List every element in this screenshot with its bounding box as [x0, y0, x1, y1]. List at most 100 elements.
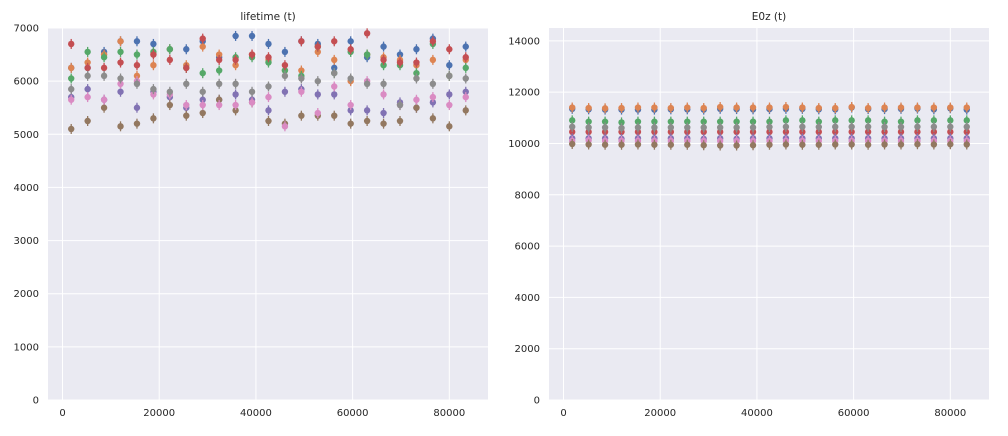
data-point: [766, 118, 773, 125]
y-tick-label: 0: [33, 396, 39, 407]
data-point: [848, 128, 855, 136]
series-8: [68, 68, 469, 111]
data-point: [265, 117, 272, 125]
y-tick-label: 3000: [14, 236, 39, 247]
data-point: [864, 117, 872, 124]
data-point: [331, 112, 338, 119]
data-point: [700, 104, 707, 112]
data-point: [298, 67, 305, 74]
y-tick-label: 1000: [14, 342, 39, 353]
data-point: [832, 128, 839, 136]
data-point: [963, 104, 970, 111]
data-point: [684, 118, 691, 125]
data-point: [897, 141, 905, 148]
data-point: [832, 141, 839, 148]
data-point: [133, 51, 141, 58]
data-point: [363, 117, 371, 125]
data-point: [68, 75, 75, 82]
data-point: [914, 117, 921, 124]
data-point: [815, 118, 823, 125]
data-point: [133, 120, 141, 127]
subplot-title: E0z (t): [752, 11, 786, 23]
data-point: [930, 141, 938, 148]
data-point: [881, 141, 888, 148]
data-point: [232, 101, 239, 109]
data-point: [634, 141, 642, 148]
data-point: [413, 96, 420, 103]
data-point: [733, 118, 740, 125]
data-point: [947, 117, 954, 124]
data-point: [84, 48, 91, 56]
series-7: [68, 76, 469, 132]
data-point: [150, 40, 157, 48]
data-point: [215, 80, 223, 88]
data-point: [585, 124, 592, 131]
data-point: [68, 64, 75, 72]
data-point: [446, 91, 453, 98]
data-point: [150, 115, 157, 122]
data-point: [100, 64, 108, 72]
data-point: [749, 104, 757, 111]
data-point: [183, 80, 190, 88]
subplot-1: 0 20000 40000 60000 80000 0 1000 2000 3000 4000 50…: [14, 11, 488, 419]
data-point: [100, 104, 108, 111]
data-point: [331, 64, 338, 72]
data-point: [413, 46, 420, 53]
data-point: [199, 88, 206, 95]
data-point: [462, 107, 469, 114]
data-point: [183, 46, 190, 53]
data-point: [199, 69, 206, 77]
data-point: [100, 72, 108, 80]
data-point: [782, 123, 790, 130]
data-point: [881, 104, 888, 111]
subplot-2: 0 20000 40000 60000 80000 0 2000 4000 6000 8000 10…: [508, 11, 989, 419]
data-point: [462, 75, 469, 82]
data-point: [569, 128, 576, 136]
data-point: [930, 123, 938, 130]
data-point: [100, 96, 108, 103]
data-point: [716, 142, 724, 149]
data-point: [281, 88, 289, 95]
data-point: [314, 43, 322, 50]
data-point: [314, 109, 322, 117]
data-point: [832, 123, 839, 130]
data-point: [331, 38, 338, 45]
data-point: [446, 46, 453, 53]
data-point: [117, 123, 124, 130]
data-point: [133, 104, 141, 111]
data-point: [363, 80, 371, 88]
data-point: [265, 54, 272, 61]
data-point: [248, 51, 256, 58]
data-point: [380, 61, 387, 69]
data-point: [881, 123, 888, 131]
data-point: [684, 141, 691, 148]
data-point: [314, 48, 322, 56]
data-point: [799, 123, 806, 130]
data-point: [716, 103, 724, 111]
data-point: [68, 85, 75, 93]
data-point: [117, 80, 124, 88]
data-point: [799, 117, 806, 124]
data-point: [733, 124, 740, 131]
data-point: [314, 91, 322, 98]
data-point: [667, 118, 675, 125]
data-point: [215, 51, 223, 58]
data-point: [618, 141, 625, 148]
data-point: [848, 117, 855, 124]
data-point: [117, 38, 124, 45]
data-point: [462, 64, 469, 72]
data-point: [183, 64, 190, 72]
data-point: [815, 104, 823, 112]
data-point: [68, 125, 75, 133]
data-point: [166, 101, 174, 109]
data-point: [396, 101, 404, 109]
series-5: [569, 121, 970, 134]
data-point: [117, 75, 124, 82]
data-point: [700, 124, 707, 131]
data-point: [864, 128, 872, 136]
subplot-title: lifetime (t): [240, 11, 295, 23]
data-point: [462, 88, 469, 95]
data-point: [799, 104, 806, 111]
x-tick-label: 0: [560, 408, 566, 419]
data-point: [298, 38, 305, 45]
